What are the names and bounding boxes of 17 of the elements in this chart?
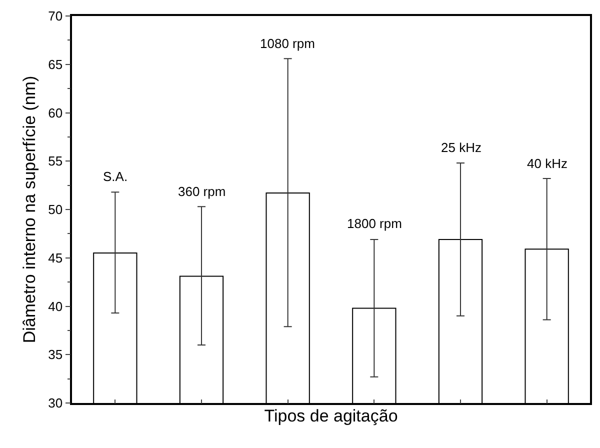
y-tick-label: 55 — [48, 154, 63, 169]
x-tick-label: 40 kHz — [527, 156, 568, 171]
y-tick-label: 30 — [48, 396, 63, 411]
x-tick-label: 1800 rpm — [347, 216, 402, 231]
y-axis-title: Diâmetro interno na superfície (nm) — [20, 76, 40, 344]
y-tick-label: 70 — [48, 8, 63, 24]
x-tick-label: 25 kHz — [441, 140, 482, 155]
x-axis-title: Tipos de agitação — [264, 406, 398, 426]
y-tick-label: 60 — [48, 105, 63, 120]
x-tick-label: 360 rpm — [178, 184, 226, 199]
y-tick-label: 45 — [48, 250, 63, 266]
y-tick-label: 50 — [48, 202, 63, 218]
x-tick-label: 1080 rpm — [260, 36, 315, 51]
x-tick-label: S.A. — [103, 169, 128, 184]
y-tick-label: 40 — [48, 298, 63, 314]
y-tick-label: 65 — [48, 56, 63, 72]
y-tick-label: 35 — [48, 347, 63, 362]
